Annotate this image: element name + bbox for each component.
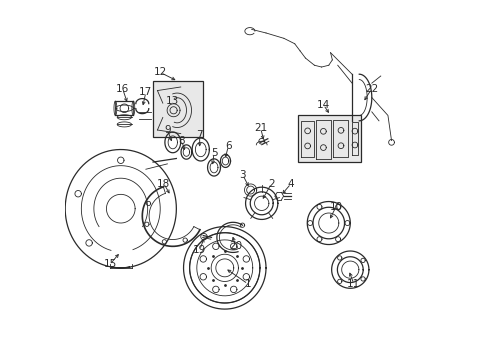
Text: 17: 17 — [139, 87, 152, 97]
Text: 10: 10 — [329, 202, 342, 212]
Text: 7: 7 — [196, 130, 203, 140]
Bar — [298, 116, 360, 162]
Text: 14: 14 — [316, 100, 329, 110]
Text: 19: 19 — [193, 245, 206, 255]
Text: 2: 2 — [267, 179, 274, 189]
Text: 4: 4 — [287, 179, 294, 189]
Text: 22: 22 — [365, 84, 378, 94]
Text: 11: 11 — [346, 279, 360, 289]
Text: 15: 15 — [103, 259, 117, 269]
Text: 18: 18 — [157, 179, 170, 189]
Text: 8: 8 — [178, 136, 184, 145]
Text: 9: 9 — [164, 125, 170, 135]
Text: 3: 3 — [239, 170, 245, 180]
Text: 6: 6 — [224, 141, 231, 151]
Text: 12: 12 — [153, 67, 166, 77]
Text: 21: 21 — [253, 123, 267, 133]
Text: 20: 20 — [228, 241, 242, 251]
Text: 5: 5 — [210, 148, 217, 158]
Bar — [153, 81, 203, 137]
Text: 13: 13 — [166, 96, 179, 106]
Text: 1: 1 — [244, 279, 251, 289]
Text: 16: 16 — [116, 84, 129, 94]
